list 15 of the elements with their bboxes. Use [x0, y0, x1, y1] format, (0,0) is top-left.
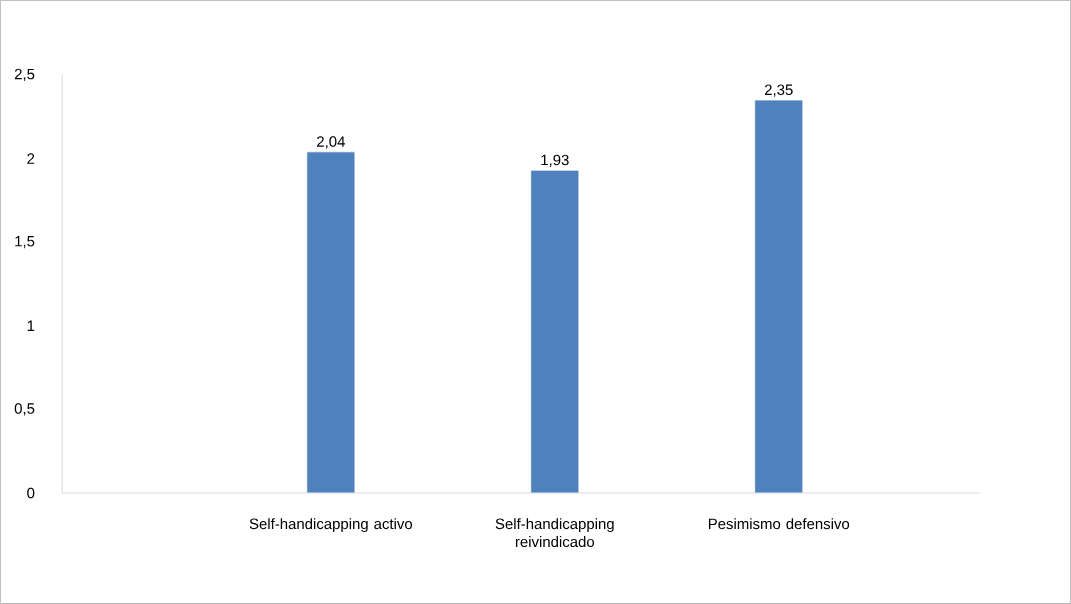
x-tick-label: Pesimismo defensivo — [708, 518, 850, 530]
y-tick-label: 0,5 — [14, 403, 35, 416]
x-tick-label: Self-handicapping reivindicado — [495, 518, 614, 548]
y-tick-label: 2 — [27, 153, 35, 164]
data-label: 1,93 — [541, 154, 569, 168]
x-tick-label: Self-handicapping activo — [249, 518, 413, 533]
y-tick-label: 2,5 — [14, 68, 35, 82]
y-tick-label: 1,5 — [15, 236, 35, 249]
bar — [530, 169, 580, 494]
y-tick-label: 1 — [27, 320, 35, 331]
data-label: 2,35 — [764, 84, 793, 97]
data-label: 2,04 — [317, 136, 345, 149]
bar — [754, 99, 804, 494]
bar — [306, 151, 356, 494]
y-tick-label: 0 — [27, 487, 35, 499]
